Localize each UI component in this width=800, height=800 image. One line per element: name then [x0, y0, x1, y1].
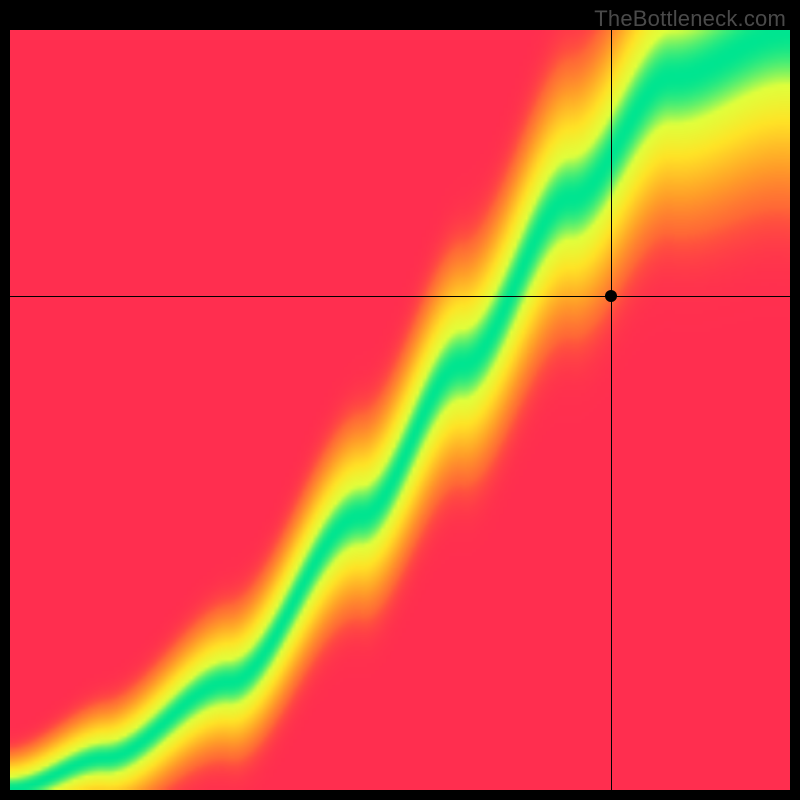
watermark-text: TheBottleneck.com [594, 6, 786, 32]
crosshair-horizontal [10, 296, 790, 297]
heatmap-plot [10, 30, 790, 790]
crosshair-vertical [611, 30, 612, 790]
heatmap-canvas [10, 30, 790, 790]
crosshair-marker [605, 290, 617, 302]
